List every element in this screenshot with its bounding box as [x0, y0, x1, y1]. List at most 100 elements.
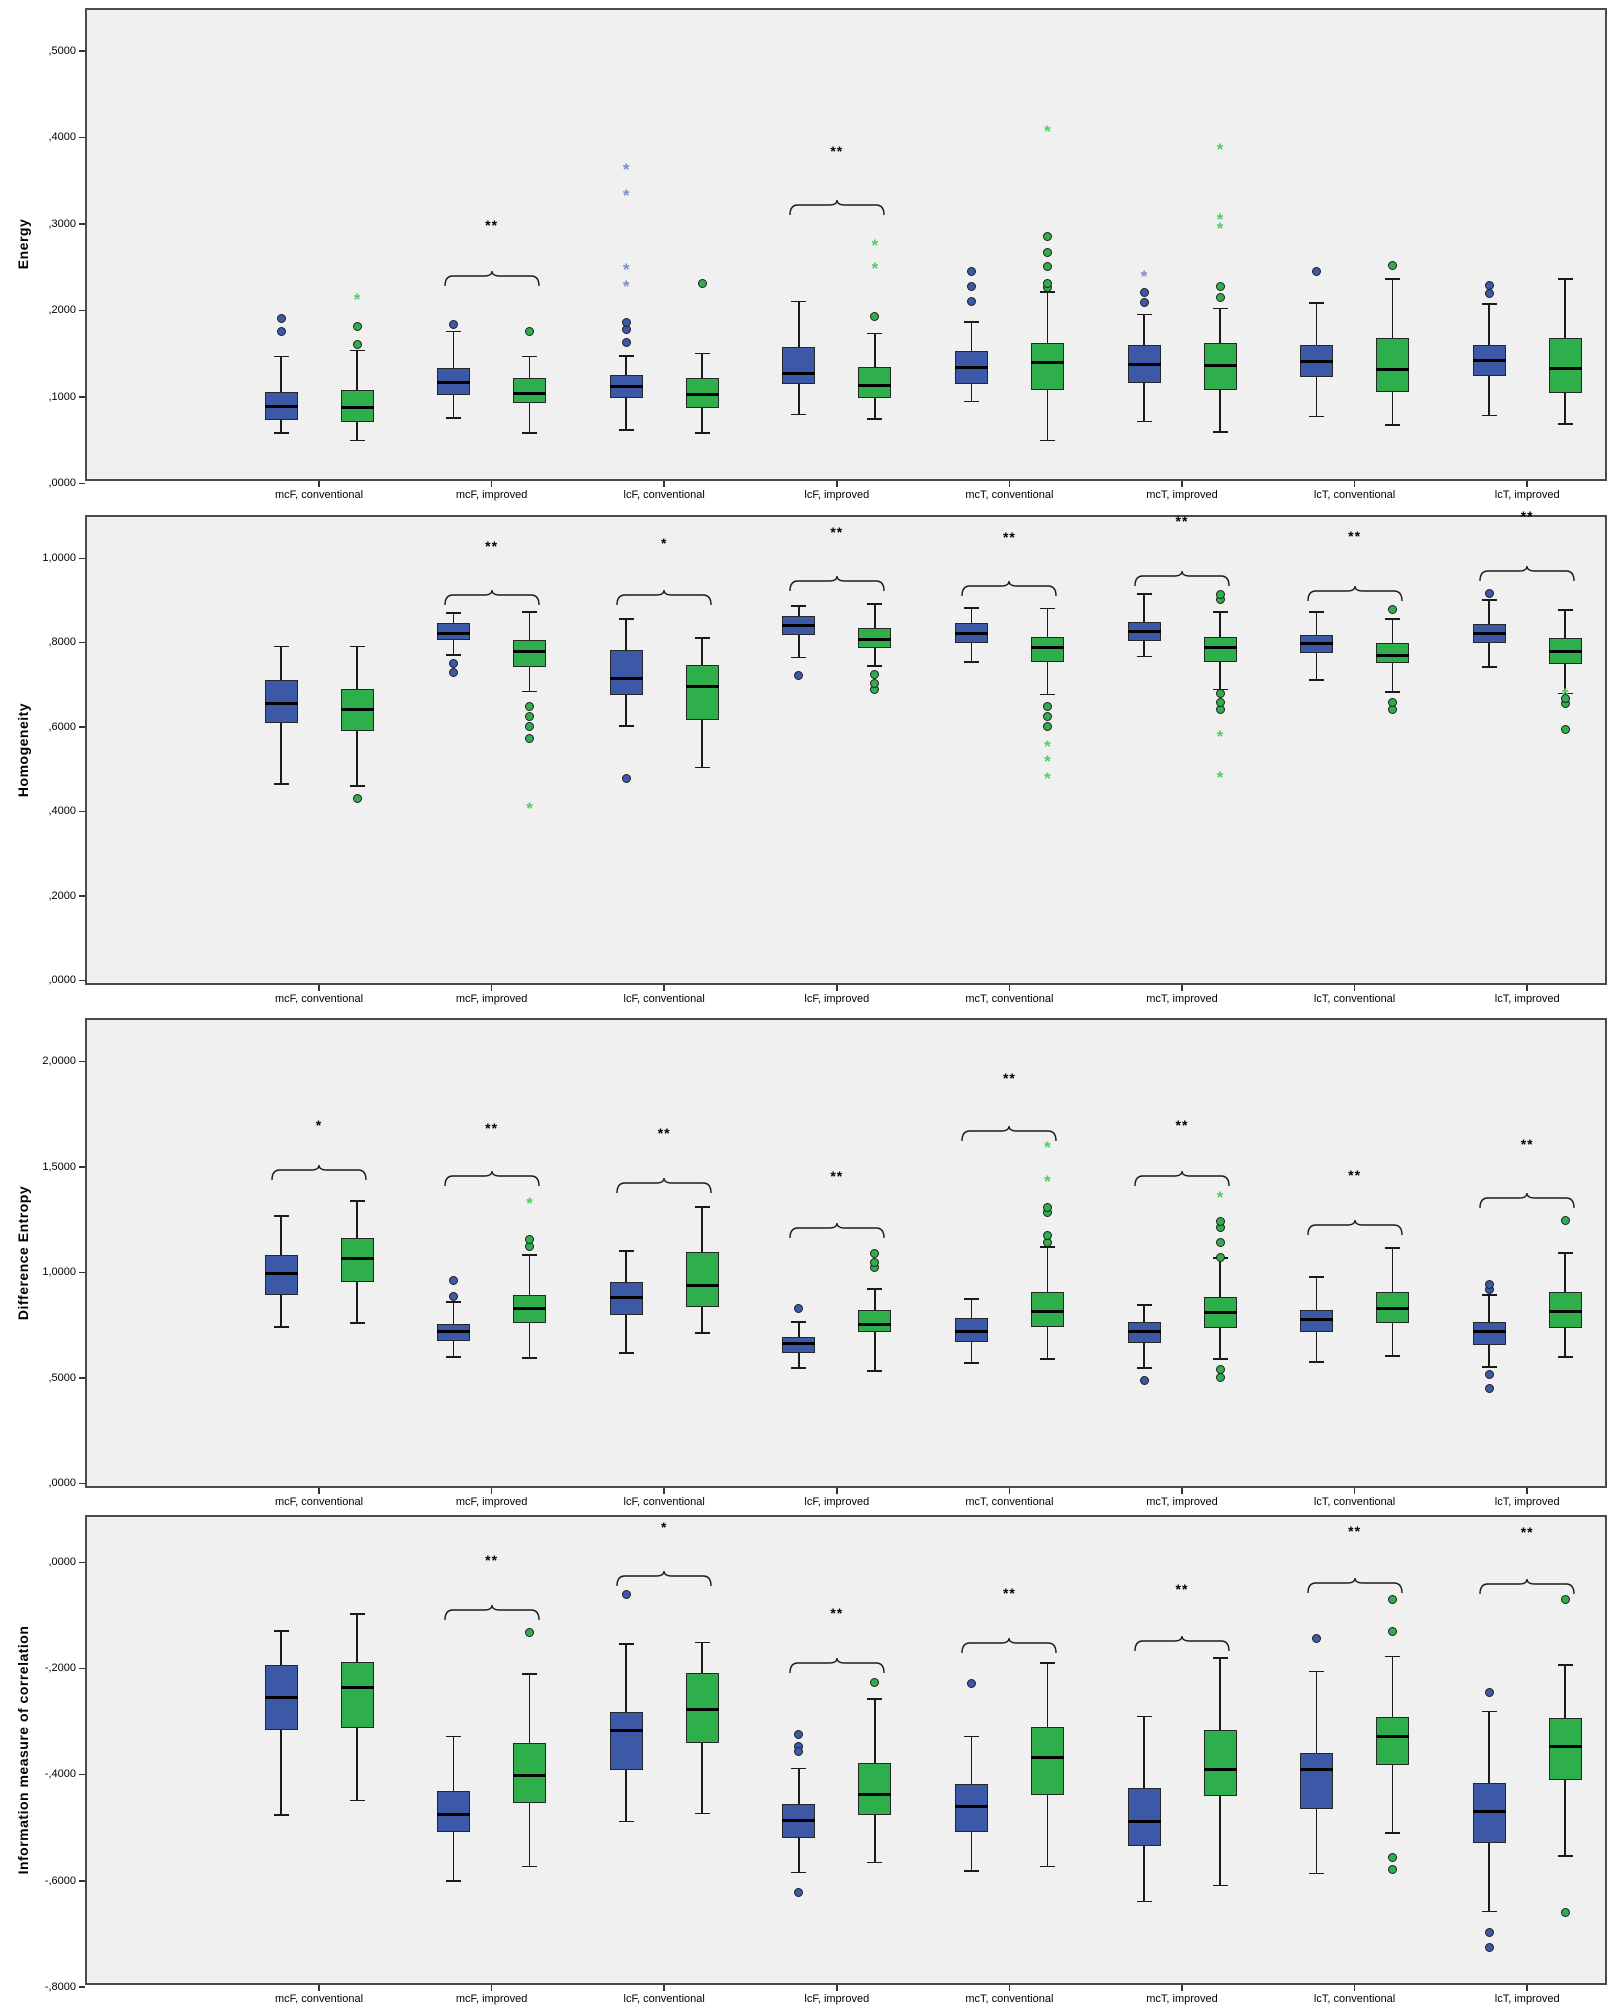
y-tick-label: ,0000 — [48, 1556, 76, 1568]
median-line — [858, 637, 892, 641]
x-tick-mark — [1353, 1488, 1356, 1494]
extreme-point: * — [871, 258, 879, 278]
whisker-cap-high — [273, 1630, 289, 1632]
y-tick-label: 1,0000 — [42, 1266, 76, 1278]
sig-stars: * — [660, 535, 668, 552]
extreme-point: * — [1216, 209, 1224, 229]
outlier-point — [1484, 1383, 1494, 1393]
whisker-cap-low — [963, 661, 979, 663]
category-label: mcF, conventional — [274, 993, 364, 1005]
median-line — [340, 1257, 374, 1261]
outlier-point — [621, 1590, 631, 1600]
whisker-cap-low — [1557, 1356, 1573, 1358]
median-line — [1300, 641, 1334, 645]
whisker-cap-high — [1385, 1247, 1401, 1249]
sig-brace — [443, 270, 540, 293]
median-line — [858, 1793, 892, 1797]
whisker-cap-high — [1557, 278, 1573, 280]
sig-brace — [789, 575, 885, 598]
x-tick-mark — [1008, 481, 1011, 487]
whisker-cap-high — [791, 605, 807, 607]
outlier-point — [1560, 1907, 1570, 1917]
x-tick-mark — [836, 985, 838, 991]
whisker-cap-low — [349, 439, 365, 442]
outlier-point — [1215, 282, 1225, 292]
x-tick-mark — [836, 1985, 838, 1991]
x-tick-mark — [1008, 1488, 1011, 1494]
median-line — [685, 1708, 719, 1712]
outlier-point — [276, 327, 286, 337]
y-tick-label: 2,0000 — [42, 1055, 76, 1067]
sig-brace — [789, 1222, 885, 1245]
outlier-point — [352, 321, 362, 331]
sig-stars: ** — [1002, 1069, 1016, 1086]
x-tick-mark — [1353, 481, 1356, 487]
extreme-point: * — [1216, 140, 1224, 160]
median-line — [513, 391, 547, 395]
sig-stars: * — [660, 1519, 668, 1536]
outlier-point — [1388, 1594, 1398, 1604]
outlier-point — [1484, 1370, 1494, 1380]
whisker-cap-high — [522, 355, 538, 358]
outlier-point — [525, 722, 535, 732]
whisker-cap-high — [694, 352, 710, 354]
x-tick-mark — [490, 1985, 493, 1991]
outlier-point — [1042, 262, 1052, 272]
category-label: lcT, improved — [1494, 1993, 1560, 2005]
whisker-cap-low — [446, 1356, 462, 1358]
whisker-cap-high — [349, 645, 365, 648]
median-line — [1030, 646, 1064, 650]
extreme-point: * — [1561, 685, 1569, 705]
y-tick-mark — [79, 1377, 85, 1379]
box-blue — [1300, 1752, 1334, 1810]
whisker-cap-high — [1481, 1710, 1497, 1713]
whisker-cap-low — [446, 654, 462, 656]
y-tick-mark — [79, 1880, 85, 1882]
outlier-point — [1484, 1279, 1494, 1289]
y-tick-label: ,4000 — [48, 131, 76, 143]
category-label: mcF, improved — [455, 1993, 528, 2005]
category-label: mcT, conventional — [965, 489, 1054, 501]
outlier-point — [966, 1678, 976, 1688]
outlier-point — [525, 734, 535, 744]
whisker-cap-low — [1039, 693, 1055, 696]
category-label: lcT, improved — [1494, 993, 1560, 1005]
outlier-point — [1139, 297, 1149, 307]
whisker-cap-low — [1385, 1355, 1401, 1357]
whisker-cap-high — [1481, 1294, 1497, 1296]
sig-stars: ** — [1520, 1135, 1534, 1152]
whisker-cap-high — [1039, 1662, 1055, 1664]
box-green — [858, 1309, 892, 1332]
extreme-point: * — [1216, 727, 1224, 746]
extreme-point: * — [1216, 1187, 1224, 1207]
y-tick-label: ,0000 — [48, 974, 76, 986]
box-blue — [609, 649, 643, 695]
y-tick-mark — [79, 136, 85, 138]
outlier-point — [449, 659, 459, 669]
median-line — [1548, 1309, 1582, 1313]
panel-difference-entropy: Difference Entropy 2,0000 1,5000 1,0000 ,50… — [0, 1005, 1612, 1508]
extreme-point: * — [526, 1193, 533, 1213]
outlier-point — [1484, 1688, 1494, 1698]
whisker-cap-high — [446, 612, 462, 614]
whisker-cap-low — [963, 1362, 979, 1364]
extreme-point: * — [526, 798, 533, 818]
median-line — [685, 1284, 719, 1288]
x-tick-mark — [490, 1488, 493, 1494]
category-label: lcF, conventional — [623, 1496, 705, 1508]
category-label: mcT, improved — [1146, 993, 1218, 1005]
outlier-point — [1484, 1928, 1494, 1938]
category-label: lcF, improved — [804, 489, 870, 501]
outlier-point — [352, 794, 362, 804]
extreme-point: * — [871, 235, 879, 255]
median-line — [1376, 1735, 1410, 1739]
box-green — [1203, 1729, 1237, 1797]
sig-brace — [1306, 1219, 1403, 1242]
box-green — [685, 664, 719, 720]
median-line — [1472, 1810, 1506, 1814]
panel-energy: Energy ,5000 ,4000 ,3000 ,2000 ,1000 ,0000 mcF… — [0, 0, 1612, 502]
box-blue — [609, 1711, 643, 1770]
whisker-cap-high — [1557, 1664, 1573, 1666]
median-line — [782, 624, 816, 628]
outlier-point — [870, 1677, 880, 1687]
